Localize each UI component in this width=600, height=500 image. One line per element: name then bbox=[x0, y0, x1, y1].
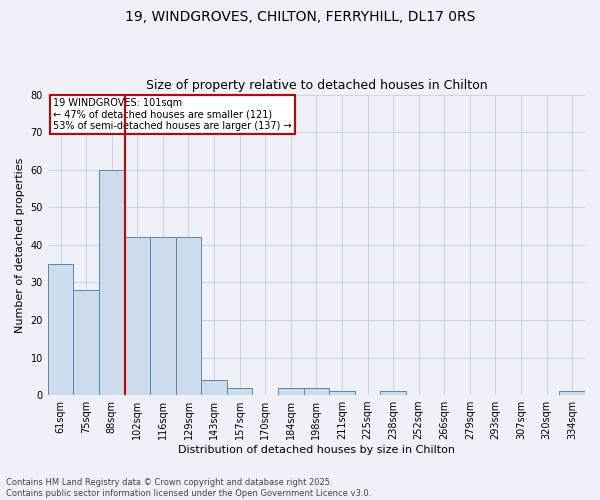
Bar bbox=[304, 388, 329, 395]
Text: Contains HM Land Registry data © Crown copyright and database right 2025.
Contai: Contains HM Land Registry data © Crown c… bbox=[6, 478, 371, 498]
Bar bbox=[278, 388, 304, 395]
Bar bbox=[48, 264, 73, 395]
Bar bbox=[329, 392, 355, 395]
Bar bbox=[201, 380, 227, 395]
X-axis label: Distribution of detached houses by size in Chilton: Distribution of detached houses by size … bbox=[178, 445, 455, 455]
Bar bbox=[380, 392, 406, 395]
Bar bbox=[227, 388, 253, 395]
Text: 19, WINDGROVES, CHILTON, FERRYHILL, DL17 0RS: 19, WINDGROVES, CHILTON, FERRYHILL, DL17… bbox=[125, 10, 475, 24]
Bar bbox=[559, 392, 585, 395]
Y-axis label: Number of detached properties: Number of detached properties bbox=[15, 157, 25, 332]
Bar bbox=[125, 238, 150, 395]
Bar bbox=[150, 238, 176, 395]
Bar bbox=[99, 170, 125, 395]
Title: Size of property relative to detached houses in Chilton: Size of property relative to detached ho… bbox=[146, 79, 487, 92]
Bar bbox=[176, 238, 201, 395]
Text: 19 WINDGROVES: 101sqm
← 47% of detached houses are smaller (121)
53% of semi-det: 19 WINDGROVES: 101sqm ← 47% of detached … bbox=[53, 98, 292, 131]
Bar bbox=[73, 290, 99, 395]
